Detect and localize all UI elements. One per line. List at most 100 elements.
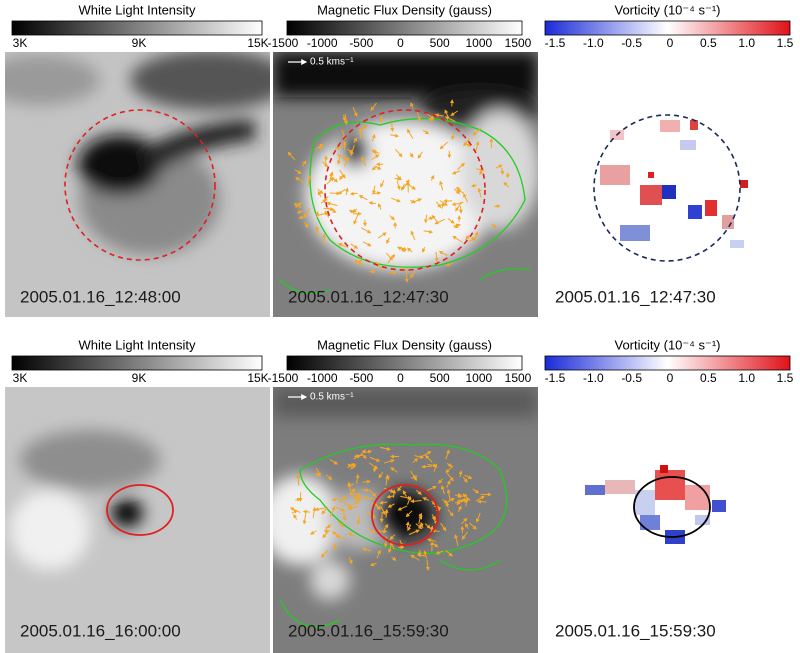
velocity-arrow [409,271,416,279]
velocity-arrow [380,180,385,188]
velocity-arrow [430,174,435,181]
velocity-arrow [401,183,405,192]
velocity-arrow [405,510,413,518]
velocity-arrow [373,149,378,156]
colorbar-title: Magnetic Flux Density (gauss) [317,337,492,352]
velocity-arrow [369,562,377,567]
velocity-arrow [383,536,388,548]
velocity-arrow [323,207,335,212]
velocity-arrow [462,476,468,483]
colorbar-tick-label: -1.5 [545,371,566,385]
velocity-arrow [321,161,329,168]
velocity-arrow [444,116,456,122]
velocity-arrow [468,237,476,243]
colorbar-tick-label: 500 [430,371,450,385]
velocity-arrow [323,155,328,164]
velocity-arrow [315,225,320,236]
colorbar-tick-label: 9K [132,36,147,50]
velocity-arrow [295,177,305,183]
velocity-arrow [315,211,320,218]
velocity-arrow [370,102,377,112]
velocity-arrow [342,500,353,508]
velocity-arrow [477,187,482,198]
velocity-arrow [374,165,382,170]
velocity-arrow [386,237,390,245]
velocity-arrow [452,235,463,243]
velocity-arrow [317,211,329,216]
velocity-arrow [380,446,391,451]
colorbar-tick-label: 15K [247,371,268,385]
velocity-arrow [347,532,356,537]
velocity-arrow [331,531,338,536]
velocity-arrow [434,251,439,263]
velocity-arrow [439,180,444,191]
velocity-arrow [335,506,346,512]
velocity-arrow [458,205,463,214]
velocity-arrow [315,467,321,477]
velocity-arrow [454,534,459,546]
velocity-arrow [445,465,454,474]
velocity-arrow [302,512,307,525]
velocity-arrow [438,478,443,484]
velocity-arrow [451,133,456,140]
velocity-arrow [425,112,435,120]
velocity-arrow [412,457,419,464]
velocity-arrow [422,497,429,501]
velocity-arrow [355,473,360,484]
velocity-arrow [335,145,346,150]
colorbar-tick-label: 0 [397,36,404,50]
velocity-arrow [406,496,412,505]
velocity-arrow [427,538,437,543]
velocity-arrow [385,252,394,261]
velocity-arrow [407,128,414,139]
velocity-arrow [446,480,451,488]
velocity-arrow [444,109,449,119]
velocity-arrow [342,114,347,122]
velocity-arrow [371,154,380,160]
velocity-arrow [415,523,423,530]
colorbar-tick-label: 0 [667,371,674,385]
velocity-arrow [374,502,381,511]
white-light-image [5,387,270,653]
velocity-arrow [329,458,339,465]
velocity-arrow [296,209,303,214]
vorticity-image [585,465,726,544]
colorbar-tick-label: 1.0 [738,371,755,385]
velocity-arrow [445,262,453,267]
colorbar-tick-label: 1000 [465,36,492,50]
velocity-arrow [362,241,372,247]
velocity-arrow [491,223,497,228]
velocity-arrow [326,201,338,206]
velocity-arrow [433,543,439,548]
timestamp: 2005.01.16_12:47:30 [288,287,449,306]
velocity-arrow [329,191,341,196]
velocity-arrow [426,485,437,491]
velocity-arrow [469,522,477,530]
velocity-arrow [396,180,401,191]
velocity-arrow [293,514,298,520]
velocity-arrow [409,152,414,158]
velocity-arrow [294,169,302,174]
white-light-image [5,52,270,317]
velocity-arrow [379,114,384,123]
velocity-arrow [423,550,428,559]
velocity-arrow [379,500,388,505]
velocity-arrow [372,185,376,195]
velocity-arrow [472,488,480,494]
velocity-arrow [377,203,382,210]
timestamp: 2005.01.16_15:59:30 [288,621,449,640]
arrow-scale-label: 0.5 kms⁻¹ [310,57,354,68]
velocity-arrow [438,251,448,256]
velocity-arrow [440,202,445,209]
velocity-arrow [379,511,384,523]
velocity-arrow [406,247,413,253]
colorbar [544,355,791,371]
velocity-arrow [424,523,431,529]
colorbar-tick-label: 3K [13,36,28,50]
velocity-arrow [477,499,487,504]
colorbar-tick-label: -1.0 [583,371,604,385]
colorbar-tick-label: -500 [349,36,373,50]
velocity-arrow [371,133,376,142]
velocity-arrow [383,459,395,464]
velocity-arrow [422,129,430,135]
